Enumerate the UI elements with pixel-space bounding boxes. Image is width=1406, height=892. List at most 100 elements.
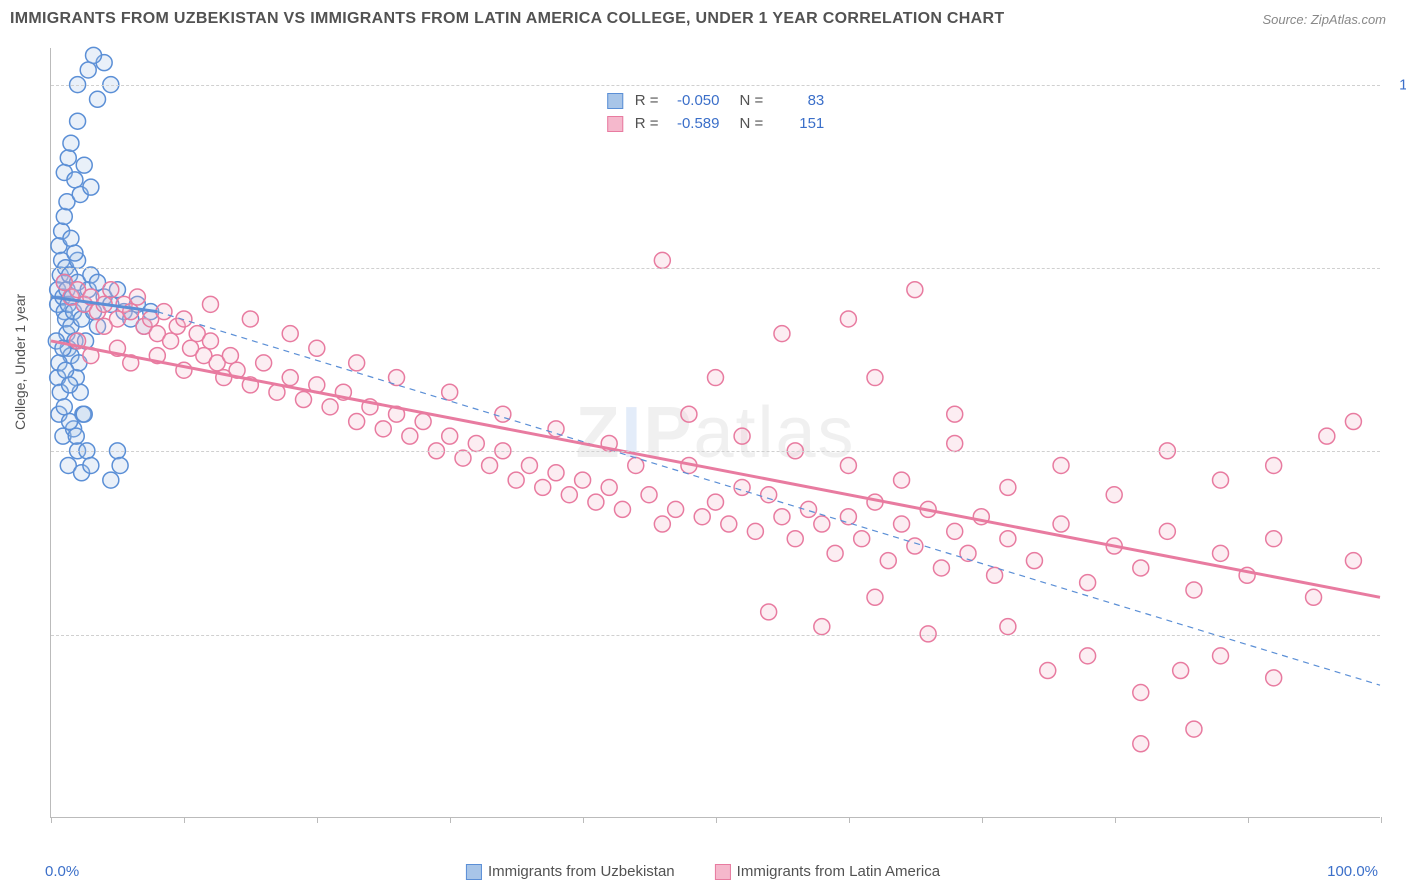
- data-point: [296, 392, 312, 408]
- data-point: [548, 465, 564, 481]
- data-point: [747, 523, 763, 539]
- stat-n-label: N =: [740, 113, 764, 136]
- data-point: [67, 172, 83, 188]
- gridline: [51, 268, 1380, 269]
- data-point: [1000, 479, 1016, 495]
- stat-r-label: R =: [635, 90, 659, 113]
- stat-r-value: -0.050: [665, 90, 720, 113]
- data-point: [1133, 560, 1149, 576]
- data-point: [176, 311, 192, 327]
- data-point: [907, 538, 923, 554]
- data-point: [1319, 428, 1335, 444]
- data-point: [947, 435, 963, 451]
- stat-n-label: N =: [740, 90, 764, 113]
- data-point: [840, 457, 856, 473]
- stat-n-value: 151: [769, 113, 824, 136]
- y-tick-label: 50.0%: [1390, 443, 1406, 460]
- stat-r-value: -0.589: [665, 113, 720, 136]
- y-axis-label: College, Under 1 year: [12, 294, 28, 430]
- data-point: [495, 406, 511, 422]
- x-tick: [1115, 817, 1116, 823]
- gridline: [51, 85, 1380, 86]
- data-point: [761, 604, 777, 620]
- data-point: [242, 311, 258, 327]
- stat-r-label: R =: [635, 113, 659, 136]
- data-point: [1266, 531, 1282, 547]
- data-point: [614, 501, 630, 517]
- data-point: [907, 282, 923, 298]
- x-axis-min-label: 0.0%: [45, 863, 79, 880]
- legend-swatch: [466, 864, 482, 880]
- data-point: [1266, 457, 1282, 473]
- plot-area: ZIPatlas R = -0.050N = 83R = -0.589N = 1…: [50, 48, 1380, 818]
- data-point: [734, 479, 750, 495]
- data-point: [734, 428, 750, 444]
- data-point: [63, 230, 79, 246]
- data-point: [83, 457, 99, 473]
- data-point: [1186, 721, 1202, 737]
- data-point: [1159, 523, 1175, 539]
- data-point: [309, 340, 325, 356]
- data-point: [1080, 575, 1096, 591]
- data-point: [787, 531, 803, 547]
- data-point: [1053, 516, 1069, 532]
- data-point: [654, 252, 670, 268]
- data-point: [96, 318, 112, 334]
- data-point: [894, 516, 910, 532]
- data-point: [375, 421, 391, 437]
- data-point: [708, 370, 724, 386]
- data-point: [827, 545, 843, 561]
- data-point: [76, 157, 92, 173]
- data-point: [1213, 545, 1229, 561]
- data-point: [708, 494, 724, 510]
- data-point: [1133, 685, 1149, 701]
- data-point: [1173, 663, 1189, 679]
- data-point: [76, 406, 92, 422]
- data-point: [1213, 472, 1229, 488]
- data-point: [508, 472, 524, 488]
- data-point: [282, 370, 298, 386]
- legend-swatch: [607, 116, 623, 132]
- data-point: [63, 135, 79, 151]
- data-point: [86, 47, 102, 63]
- x-tick: [583, 817, 584, 823]
- data-point: [163, 333, 179, 349]
- data-point: [1133, 736, 1149, 752]
- data-point: [202, 296, 218, 312]
- data-point: [1213, 648, 1229, 664]
- data-point: [70, 113, 86, 129]
- data-point: [774, 509, 790, 525]
- data-point: [854, 531, 870, 547]
- data-point: [521, 457, 537, 473]
- data-point: [322, 399, 338, 415]
- y-tick-label: 100.0%: [1390, 76, 1406, 93]
- data-point: [575, 472, 591, 488]
- data-point: [402, 428, 418, 444]
- chart-container: IMMIGRANTS FROM UZBEKISTAN VS IMMIGRANTS…: [10, 10, 1396, 882]
- data-point: [1186, 582, 1202, 598]
- x-tick: [317, 817, 318, 823]
- data-point: [60, 150, 76, 166]
- data-point: [1000, 531, 1016, 547]
- data-point: [641, 487, 657, 503]
- stats-row: R = -0.050N = 83: [607, 90, 825, 113]
- data-point: [80, 62, 96, 78]
- data-point: [103, 282, 119, 298]
- legend-item: Immigrants from Uzbekistan: [466, 863, 675, 880]
- data-point: [1080, 648, 1096, 664]
- gridline: [51, 451, 1380, 452]
- data-point: [415, 414, 431, 430]
- data-point: [1026, 553, 1042, 569]
- chart-title: IMMIGRANTS FROM UZBEKISTAN VS IMMIGRANTS…: [10, 10, 1004, 28]
- data-point: [282, 326, 298, 342]
- y-tick-label: 75.0%: [1390, 260, 1406, 277]
- legend-swatch: [715, 864, 731, 880]
- data-point: [482, 457, 498, 473]
- scatter-svg: [51, 48, 1380, 817]
- x-tick: [1248, 817, 1249, 823]
- data-point: [880, 553, 896, 569]
- data-point: [112, 457, 128, 473]
- source-attribution: Source: ZipAtlas.com: [1262, 12, 1386, 27]
- data-point: [548, 421, 564, 437]
- data-point: [455, 450, 471, 466]
